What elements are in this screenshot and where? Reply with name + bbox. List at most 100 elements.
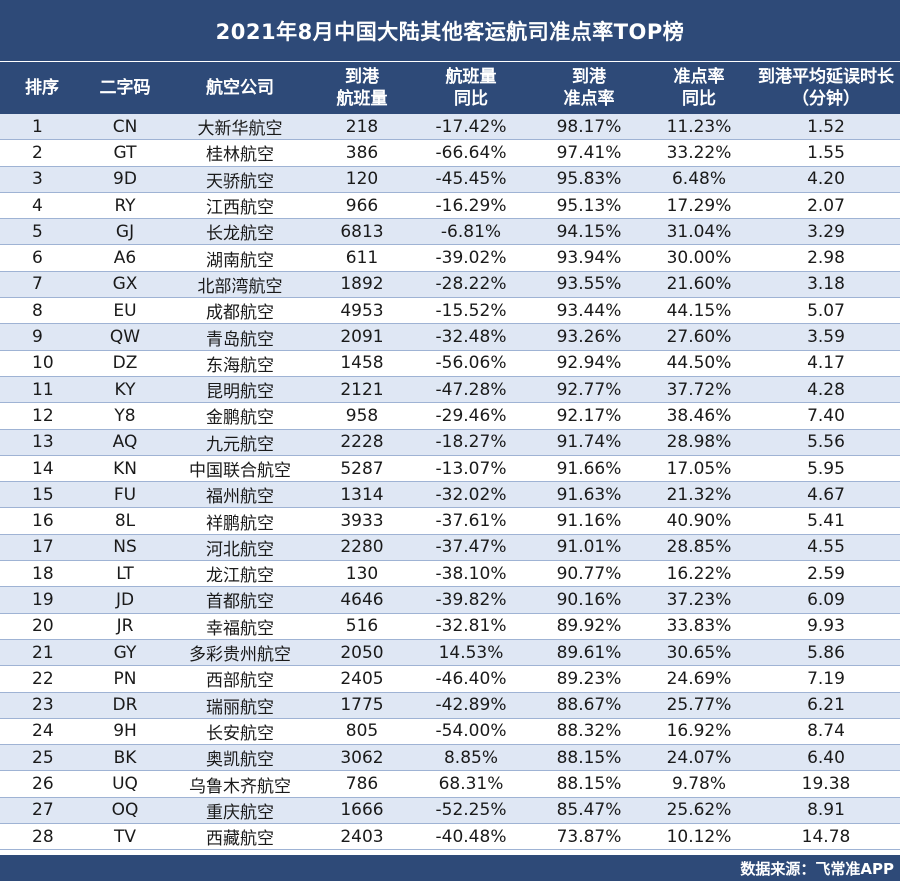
cell-rank: 22: [32, 668, 54, 689]
table-row: 20 JR 幸福航空 516 -32.81% 89.92% 33.83% 9.93: [0, 613, 900, 640]
cell-airline: 大新华航空: [197, 119, 283, 140]
cell-avg-delay: 8.74: [807, 721, 845, 742]
table-row: 5 GJ 长龙航空 6813 -6.81% 94.15% 31.04% 3.29: [0, 219, 900, 246]
cell-rank: 8: [32, 300, 43, 321]
cell-otp-yoy: 17.05%: [666, 458, 732, 479]
cell-code: GT: [113, 142, 137, 163]
cell-flights-yoy: -52.25%: [435, 800, 507, 821]
cell-flights-yoy: -42.89%: [435, 695, 507, 716]
cell-arrival-flights: 4646: [340, 589, 384, 610]
cell-rank: 12: [32, 405, 54, 426]
table-row: 27 OQ 重庆航空 1666 -52.25% 85.47% 25.62% 8.91: [0, 797, 900, 825]
cell-otp-yoy: 28.85%: [666, 537, 732, 558]
table-row: 4 RY 江西航空 966 -16.29% 95.13% 17.29% 2.07: [0, 192, 900, 220]
cell-otp-yoy: 6.48%: [671, 169, 726, 190]
cell-avg-delay: 1.55: [807, 142, 845, 163]
cell-arrival-otp: 93.55%: [556, 274, 622, 295]
header-avg-delay-line1: 到港平均延误时长: [758, 67, 894, 87]
cell-code: GX: [112, 274, 138, 295]
header-code: 二字码: [84, 62, 166, 114]
cell-code: PN: [113, 668, 137, 689]
table-row: 14 KN 中国联合航空 5287 -13.07% 91.66% 17.05% 5.95: [0, 455, 900, 483]
cell-airline: 奥凯航空: [206, 750, 274, 771]
cell-rank: 24: [32, 721, 54, 742]
cell-avg-delay: 9.93: [807, 616, 845, 637]
cell-otp-yoy: 25.77%: [666, 695, 732, 716]
cell-arrival-flights: 5287: [340, 458, 384, 479]
cell-code: UQ: [112, 774, 138, 795]
cell-airline: 湖南航空: [206, 250, 274, 271]
header-otp-yoy: 准点率 同比: [646, 62, 752, 114]
cell-airline: 多彩贵州航空: [189, 645, 291, 666]
table-header: 排序 二字码 航空公司 到港 航班量 航班量 同比 到港 准点率 准点率 同比 …: [0, 62, 900, 114]
cell-arrival-flights: 3933: [340, 511, 384, 532]
cell-avg-delay: 5.07: [807, 300, 845, 321]
cell-flights-yoy: -38.10%: [435, 563, 507, 584]
cell-otp-yoy: 37.23%: [666, 589, 732, 610]
cell-airline: 西部航空: [206, 671, 274, 692]
cell-rank: 17: [32, 537, 54, 558]
cell-avg-delay: 5.95: [807, 458, 845, 479]
cell-arrival-otp: 91.74%: [556, 432, 622, 453]
cell-avg-delay: 6.09: [807, 589, 845, 610]
cell-flights-yoy: -28.22%: [435, 274, 507, 295]
cell-arrival-otp: 91.66%: [556, 458, 622, 479]
cell-otp-yoy: 10.12%: [666, 826, 732, 847]
cell-arrival-otp: 90.77%: [556, 563, 622, 584]
cell-rank: 13: [32, 432, 54, 453]
cell-flights-yoy: -16.29%: [435, 195, 507, 216]
cell-flights-yoy: 68.31%: [438, 774, 504, 795]
cell-arrival-flights: 1666: [340, 800, 384, 821]
cell-airline: 龙江航空: [206, 566, 274, 587]
cell-otp-yoy: 38.46%: [666, 405, 732, 426]
cell-arrival-flights: 2403: [340, 826, 384, 847]
table-row: 19 JD 首都航空 4646 -39.82% 90.16% 37.23% 6.09: [0, 587, 900, 614]
cell-arrival-flights: 120: [345, 169, 379, 190]
cell-code: FU: [113, 484, 137, 505]
cell-rank: 15: [32, 484, 54, 505]
cell-rank: 7: [32, 274, 43, 295]
cell-code: RY: [114, 195, 136, 216]
table-title: 2021年8月中国大陆其他客运航司准点率TOP榜: [0, 0, 900, 62]
cell-arrival-otp: 92.17%: [556, 405, 622, 426]
cell-code: KY: [114, 379, 136, 400]
cell-avg-delay: 4.20: [807, 169, 845, 190]
table-row: 1 CN 大新华航空 218 -17.42% 98.17% 11.23% 1.52: [0, 114, 900, 141]
cell-airline: 长龙航空: [206, 224, 274, 245]
cell-airline: 乌鲁木齐航空: [189, 776, 291, 797]
table-row: 8 EU 成都航空 4953 -15.52% 93.44% 44.15% 5.07: [0, 298, 900, 325]
cell-arrival-flights: 611: [345, 248, 379, 269]
cell-airline: 幸福航空: [206, 618, 274, 639]
cell-code: QW: [109, 327, 141, 348]
header-rank-line1: 排序: [25, 78, 59, 98]
cell-code: 9D: [113, 169, 137, 190]
header-otp-yoy-line2: 同比: [682, 89, 716, 109]
cell-airline: 昆明航空: [206, 382, 274, 403]
cell-avg-delay: 4.55: [807, 537, 845, 558]
cell-flights-yoy: -46.40%: [435, 668, 507, 689]
cell-flights-yoy: -66.64%: [435, 142, 507, 163]
header-arrival-otp-line1: 到港: [572, 67, 606, 87]
cell-avg-delay: 4.17: [807, 353, 845, 374]
cell-arrival-flights: 1458: [340, 353, 384, 374]
cell-airline: 青岛航空: [206, 329, 274, 350]
cell-otp-yoy: 9.78%: [671, 774, 726, 795]
cell-arrival-flights: 2121: [340, 379, 384, 400]
cell-flights-yoy: -18.27%: [435, 432, 507, 453]
cell-arrival-flights: 2050: [340, 642, 384, 663]
table-row: 7 GX 北部湾航空 1892 -28.22% 93.55% 21.60% 3.18: [0, 271, 900, 299]
cell-avg-delay: 5.56: [807, 432, 845, 453]
cell-flights-yoy: -54.00%: [435, 721, 507, 742]
cell-otp-yoy: 28.98%: [666, 432, 732, 453]
cell-arrival-otp: 88.15%: [556, 747, 622, 768]
cell-arrival-otp: 91.63%: [556, 484, 622, 505]
cell-arrival-otp: 95.83%: [556, 169, 622, 190]
table-row: 9 QW 青岛航空 2091 -32.48% 93.26% 27.60% 3.59: [0, 324, 900, 351]
cell-rank: 4: [32, 195, 43, 216]
cell-flights-yoy: -37.47%: [435, 537, 507, 558]
header-arrival-otp-line2: 准点率: [563, 89, 615, 109]
cell-arrival-flights: 958: [345, 405, 379, 426]
cell-avg-delay: 3.29: [807, 221, 845, 242]
cell-otp-yoy: 30.00%: [666, 248, 732, 269]
cell-code: Y8: [114, 405, 136, 426]
